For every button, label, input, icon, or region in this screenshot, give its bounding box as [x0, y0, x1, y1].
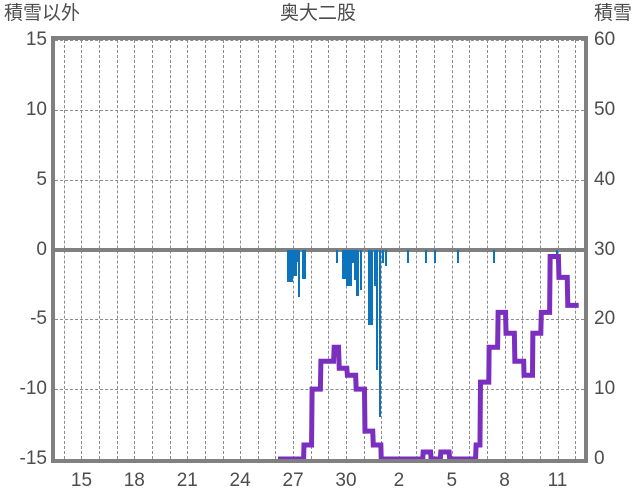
y-axis-left-tick: -5	[30, 308, 47, 330]
y-axis-left-tick: 5	[36, 168, 47, 190]
x-axis-tick: 18	[123, 470, 145, 491]
x-axis-tick: 11	[547, 470, 568, 491]
precipitation-bar	[376, 249, 379, 370]
precipitation-bar	[351, 249, 355, 264]
precipitation-bar	[294, 249, 299, 263]
y-axis-left-tick: -15	[19, 448, 47, 469]
y-axis-left-tick: 10	[25, 98, 47, 120]
page-title: 奥大二股	[279, 3, 356, 24]
precipitation-bar	[342, 249, 348, 279]
precipitation-bar	[302, 249, 306, 279]
y-axis-left-tick: 15	[25, 29, 47, 50]
zero-baseline	[55, 247, 584, 252]
x-axis-tick: 15	[70, 470, 93, 491]
precipitation-bar	[379, 249, 382, 418]
precipitation-bar	[493, 249, 496, 264]
y-axis-left-tick: 0	[36, 238, 47, 260]
precipitation-bar	[335, 249, 338, 264]
precipitation-bar	[353, 249, 357, 281]
y-axis-right-tick: 30	[594, 238, 616, 260]
right-axis-caption: 積雪	[593, 3, 632, 24]
y-axis-right-tick: 10	[594, 378, 616, 400]
precipitation-bar	[425, 249, 428, 264]
x-axis-tick: 5	[446, 470, 458, 491]
y-axis-right-tick: 50	[594, 98, 616, 120]
gridline-horizontal	[55, 109, 584, 111]
x-axis-tick: 2	[393, 470, 405, 491]
precipitation-bar	[290, 249, 297, 277]
precipitation-bar	[346, 249, 352, 286]
snow-depth-line	[278, 253, 579, 459]
precipitation-bar	[297, 249, 301, 297]
precipitation-bar	[373, 249, 376, 286]
precipitation-bar	[360, 249, 363, 290]
gridline-horizontal	[55, 319, 584, 321]
x-axis-tick: 21	[176, 470, 198, 491]
precipitation-bar	[406, 249, 409, 264]
y-axis-right-tick: 0	[594, 448, 605, 469]
y-axis-left-tick: -10	[19, 378, 47, 400]
y-axis-right-tick: 40	[594, 168, 616, 190]
snow-depth-step-series	[278, 253, 579, 459]
y-axis-right-tick: 20	[594, 308, 616, 330]
gridline-horizontal	[55, 40, 584, 41]
precipitation-bar	[384, 249, 387, 267]
precipitation-bar	[356, 249, 359, 296]
x-axis-tick: 8	[499, 470, 510, 491]
plot-area	[51, 36, 588, 463]
precipitation-bar	[368, 249, 373, 325]
x-axis-tick: 30	[335, 470, 357, 491]
precipitation-bar	[456, 249, 459, 264]
precipitation-bar	[434, 249, 436, 264]
precipitation-bar	[381, 249, 384, 264]
x-axis-tick: 24	[229, 470, 251, 491]
y-axis-right-tick: 60	[594, 29, 616, 50]
gridline-horizontal	[55, 179, 584, 181]
left-axis-caption: 積雪以外	[4, 3, 81, 24]
x-axis-tick: 27	[282, 470, 304, 491]
precipitation-bar	[286, 249, 293, 282]
